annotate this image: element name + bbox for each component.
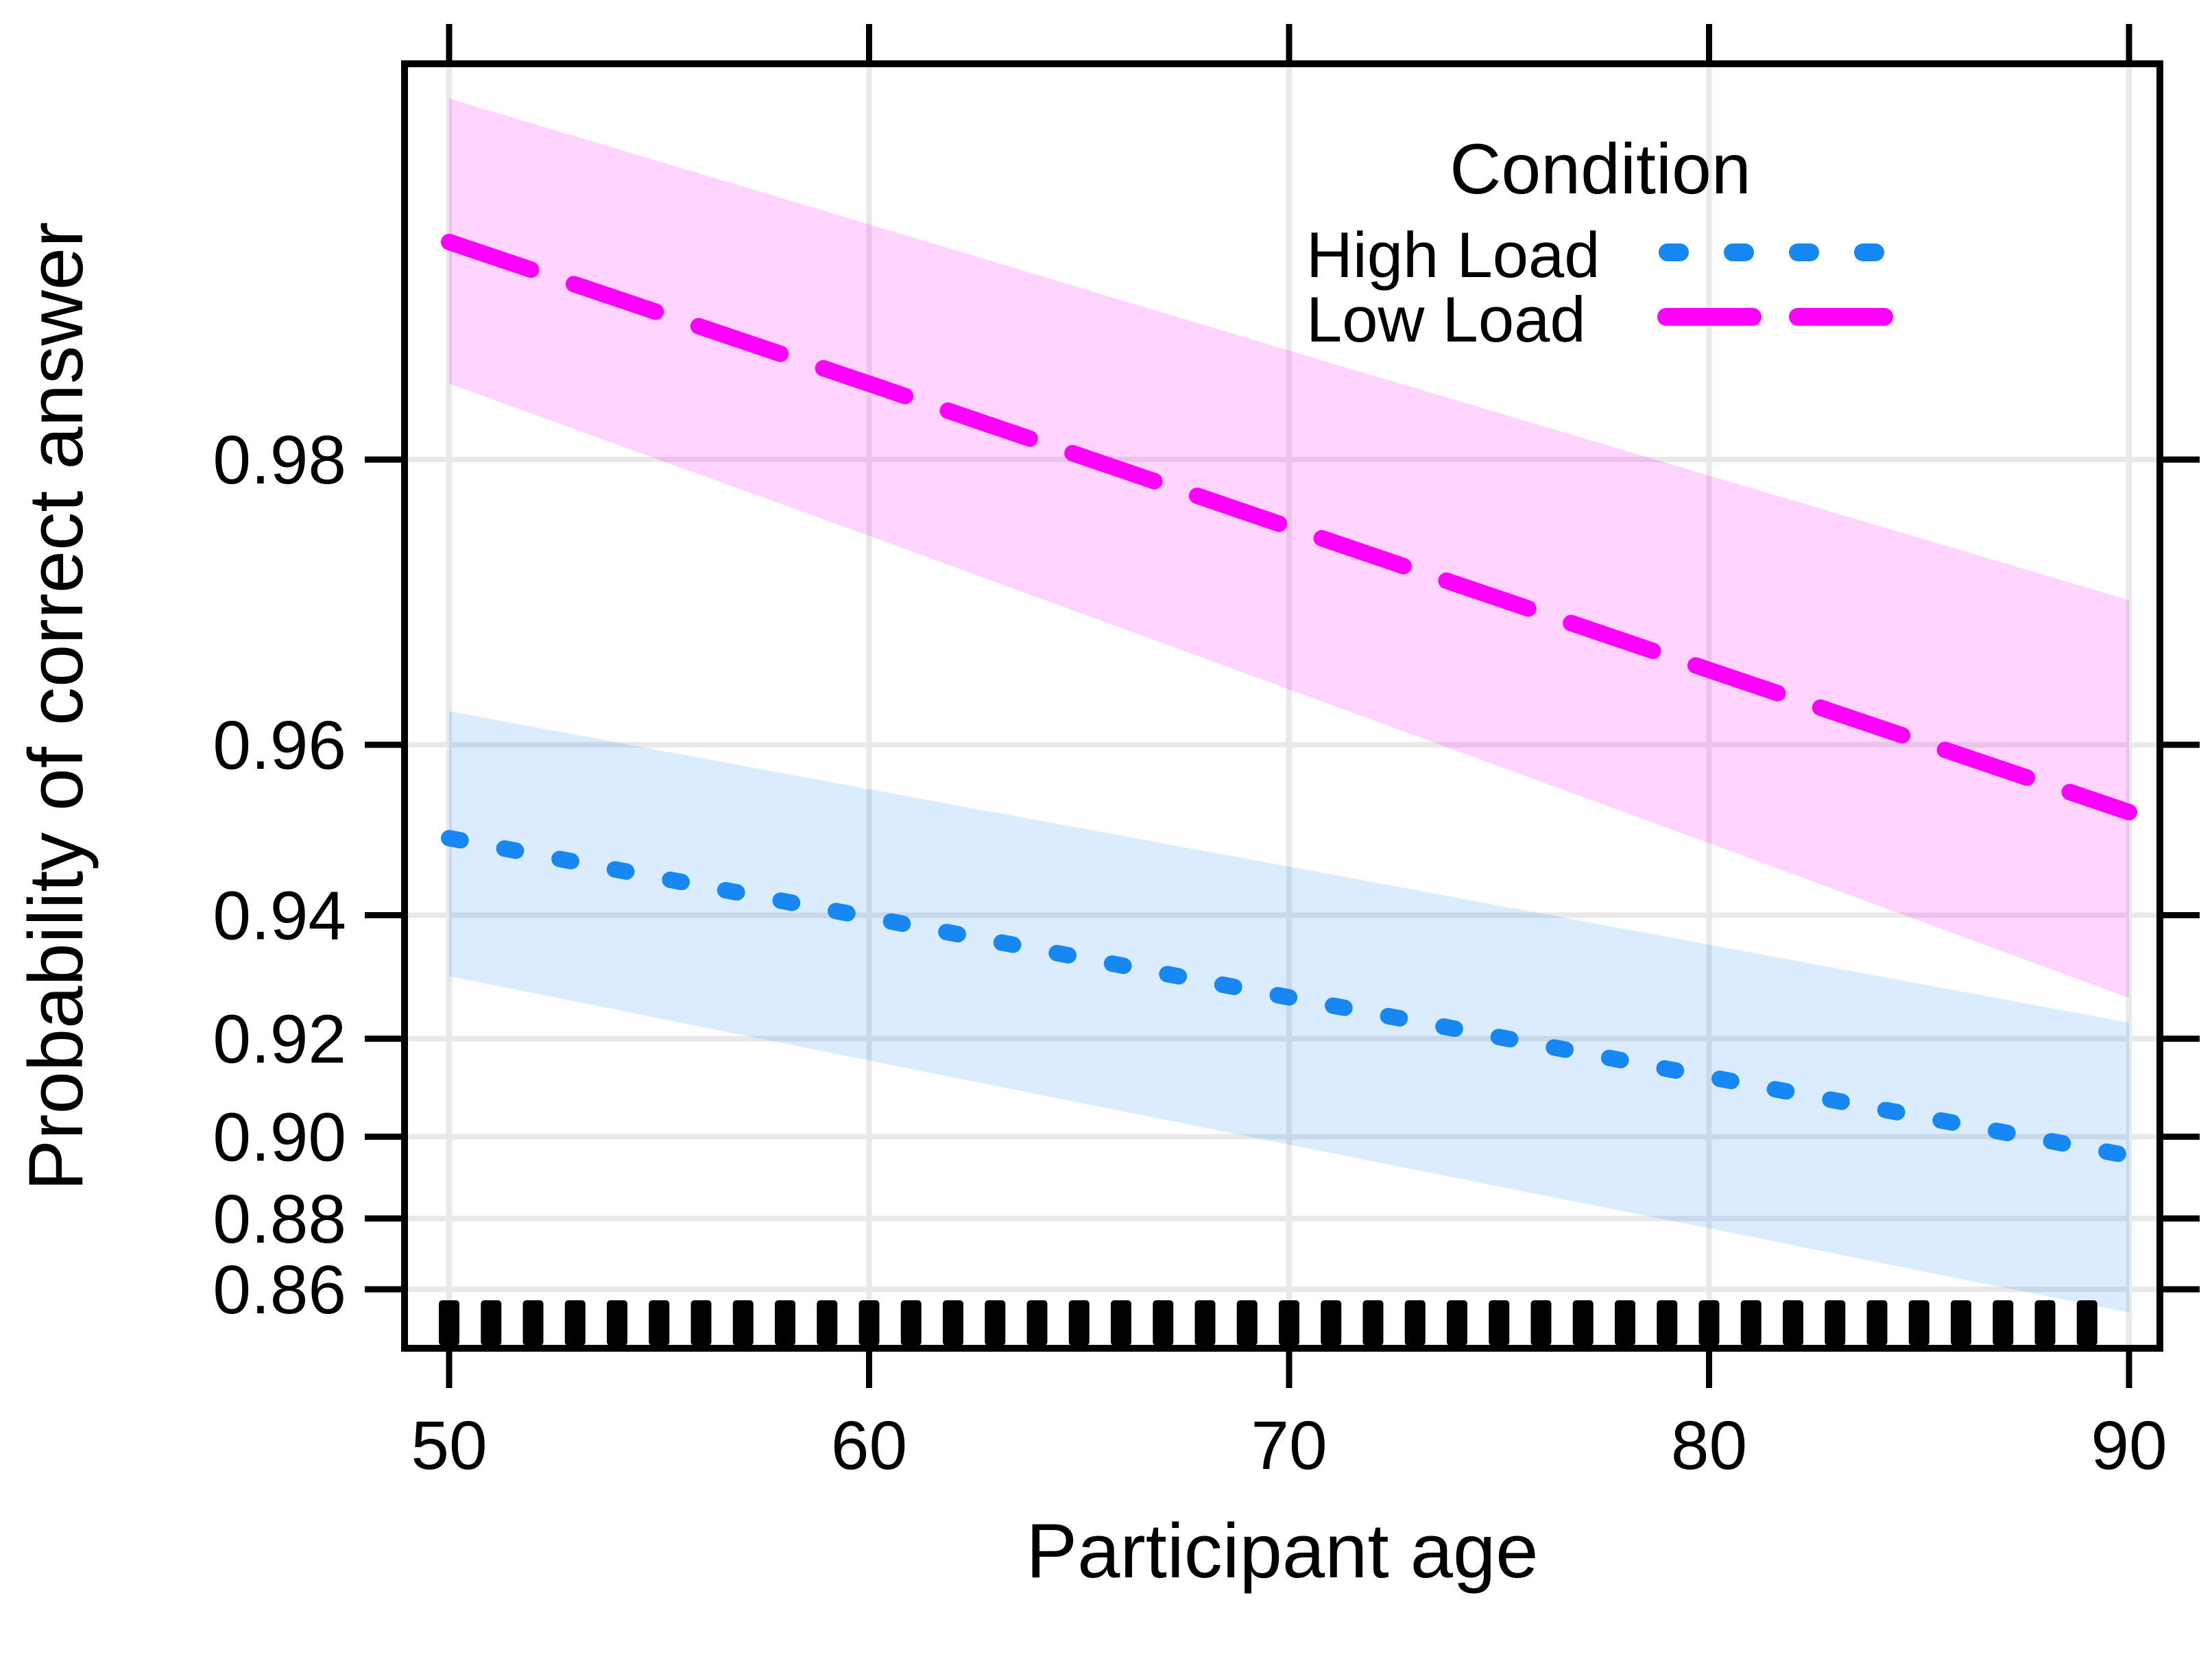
x-tick-label: 60	[831, 1407, 907, 1484]
rug-mark	[522, 1300, 544, 1346]
rug-mark	[1783, 1300, 1803, 1346]
rug-mark	[564, 1300, 586, 1346]
gridlines	[405, 64, 2160, 1348]
rug-mark	[1866, 1300, 1888, 1346]
fit-line-low-load	[441, 233, 2137, 821]
rug-mark	[1530, 1300, 1552, 1346]
legend-label-low-load: Low Load	[1306, 283, 1586, 355]
y-tick-label: 0.96	[213, 707, 346, 784]
legend-title: Condition	[1450, 130, 1751, 209]
rug-mark	[1698, 1300, 1720, 1346]
y-tick-label: 0.98	[213, 422, 346, 499]
rug-mark	[1657, 1300, 1678, 1346]
rug-marks	[439, 1300, 2097, 1346]
axis-ticks	[365, 24, 2200, 1388]
rug-mark	[1447, 1300, 1467, 1346]
rug-mark	[1404, 1300, 1426, 1346]
fit-lines	[441, 233, 2137, 1164]
rug-mark	[732, 1300, 754, 1346]
rug-mark	[2076, 1300, 2097, 1346]
rug-mark	[1908, 1300, 1930, 1346]
x-tick-label: 80	[1671, 1407, 1747, 1484]
rug-mark	[1572, 1300, 1594, 1346]
rug-mark	[1153, 1300, 1174, 1346]
legend: Condition High Load Low Load	[1306, 130, 1901, 355]
rug-mark	[1993, 1300, 2014, 1346]
x-axis-title: Participant age	[1026, 1508, 1538, 1594]
rug-mark	[985, 1300, 1006, 1346]
x-tick-label: 70	[1251, 1407, 1327, 1484]
rug-mark	[943, 1300, 963, 1346]
rug-mark	[1279, 1300, 1299, 1346]
rug-mark	[1068, 1300, 1090, 1346]
rug-mark	[481, 1300, 502, 1346]
rug-mark	[607, 1300, 627, 1346]
y-tick-label: 0.86	[213, 1252, 346, 1328]
fit-line-high-load	[441, 830, 2137, 1164]
rug-mark	[1362, 1300, 1384, 1346]
x-tick-label: 50	[411, 1407, 487, 1484]
rug-mark	[690, 1300, 712, 1346]
rug-mark	[1740, 1300, 1762, 1346]
y-tick-labels: 0.860.880.90 0.92 0.94 0.96 0.98	[213, 422, 346, 1328]
rug-mark	[817, 1300, 838, 1346]
rug-mark	[858, 1300, 880, 1346]
rug-mark	[900, 1300, 922, 1346]
rug-mark	[1615, 1300, 1635, 1346]
rug-mark	[1825, 1300, 1846, 1346]
y-tick-label: 0.90	[213, 1099, 346, 1175]
rug-mark	[2034, 1300, 2056, 1346]
rug-mark	[1321, 1300, 1342, 1346]
x-tick-labels: 50 60 70 80 90	[411, 1407, 2167, 1484]
confidence-band-low-load	[449, 98, 2129, 999]
rug-mark	[439, 1300, 459, 1346]
rug-mark	[1951, 1300, 1971, 1346]
plot-panel-border	[401, 60, 2163, 1352]
confidence-bands	[449, 98, 2129, 1313]
x-tick-label: 90	[2091, 1407, 2167, 1484]
rug-mark	[1236, 1300, 1258, 1346]
rug-mark	[1194, 1300, 1216, 1346]
rug-mark	[775, 1300, 795, 1346]
y-tick-label: 0.88	[213, 1181, 346, 1258]
y-tick-label: 0.94	[213, 878, 346, 955]
y-tick-label: 0.92	[213, 1001, 346, 1078]
legend-label-high-load: High Load	[1306, 219, 1600, 291]
rug-mark	[1026, 1300, 1048, 1346]
rug-mark	[1111, 1300, 1131, 1346]
confidence-band-high-load	[449, 711, 2129, 1313]
rug-mark	[1489, 1300, 1510, 1346]
y-axis-title: Probability of correct answer	[13, 222, 99, 1191]
rug-mark	[649, 1300, 670, 1346]
